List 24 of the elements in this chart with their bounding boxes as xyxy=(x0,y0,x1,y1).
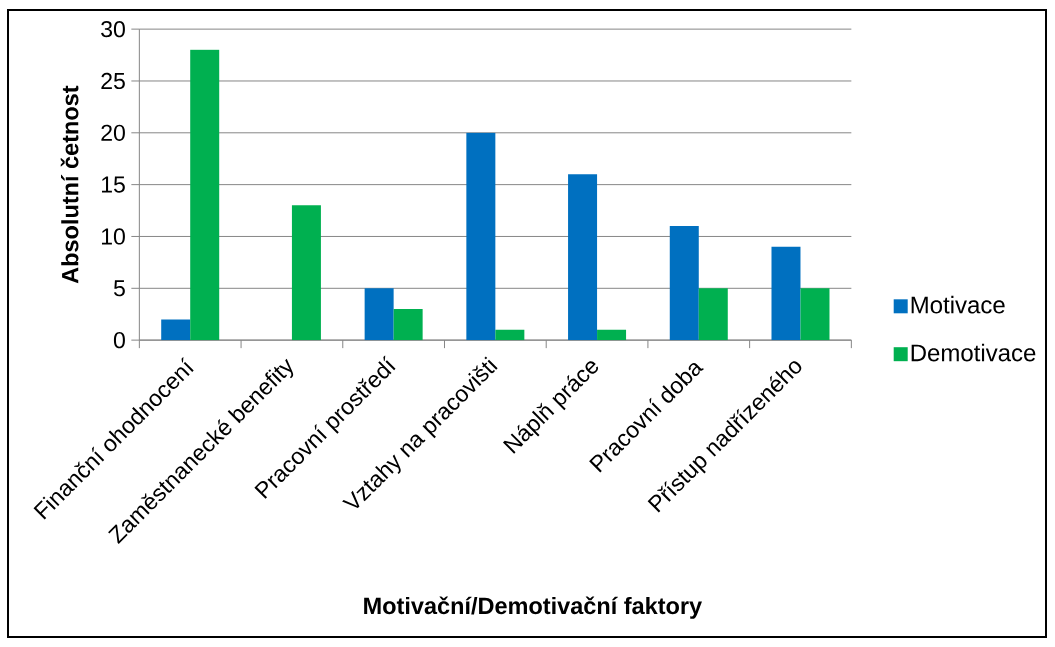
bar xyxy=(364,288,394,341)
bar xyxy=(466,132,496,341)
bar xyxy=(597,329,627,341)
y-tick-label: 0 xyxy=(113,331,125,349)
bar xyxy=(393,309,423,341)
y-tick-label: 10 xyxy=(101,228,125,245)
legend-label: Demotivace xyxy=(911,343,1036,362)
bar xyxy=(698,288,728,341)
y-axis-title: Absolutní četnost xyxy=(60,85,79,284)
legend-label: Motivace xyxy=(911,295,1005,314)
bar xyxy=(669,226,699,341)
bar xyxy=(291,205,321,341)
bar xyxy=(771,246,801,341)
bar xyxy=(190,49,220,341)
y-tick-label: 25 xyxy=(101,72,125,90)
bar xyxy=(161,319,191,341)
y-tick-label: 5 xyxy=(113,280,125,297)
bar xyxy=(495,329,525,341)
y-tick-label: 15 xyxy=(101,176,125,193)
bar xyxy=(800,288,830,341)
y-tick-label: 30 xyxy=(101,21,125,38)
x-axis-title: Motivační/Demotivační faktory xyxy=(364,596,702,619)
bar xyxy=(568,174,598,341)
y-tick-label: 20 xyxy=(101,124,125,141)
